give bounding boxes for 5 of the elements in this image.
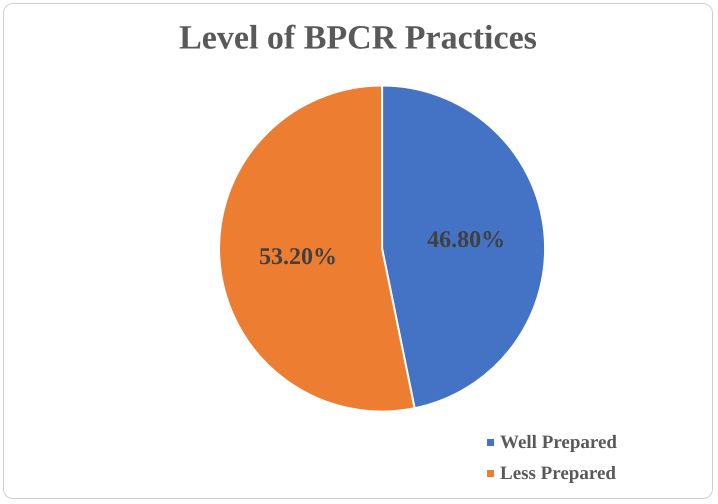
legend-label: Less Prepared (500, 463, 616, 484)
data-label: 46.80% (427, 227, 506, 254)
data-label: 53.20% (258, 244, 337, 270)
chart-title: Level of BPCR Practices (179, 20, 537, 56)
legend-label: Well Prepared (500, 432, 618, 453)
